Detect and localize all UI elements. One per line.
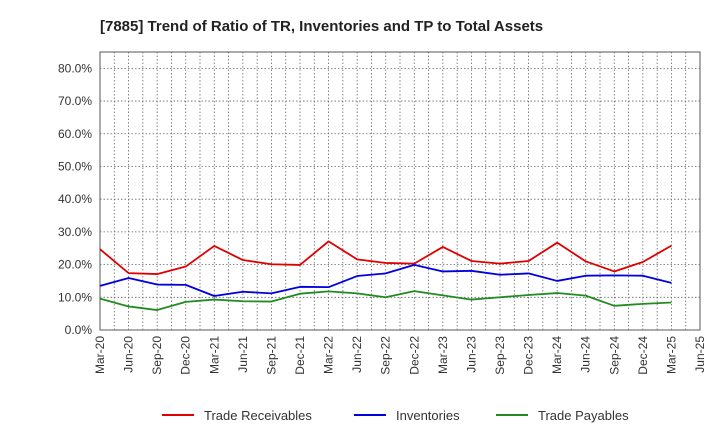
legend: Trade Receivables Inventories Trade Payabl… — [162, 408, 629, 423]
x-tick-label: Sep-20 — [150, 336, 164, 375]
x-tick-label: Mar-23 — [436, 336, 450, 374]
x-tick-label: Mar-21 — [207, 336, 221, 374]
y-tick-label: 10.0% — [58, 290, 92, 304]
x-tick-label: Sep-24 — [607, 336, 621, 375]
x-tick-label: Sep-23 — [493, 336, 507, 375]
y-tick-label: 70.0% — [58, 94, 92, 108]
x-tick-label: Jun-21 — [236, 336, 250, 373]
x-tick-label: Jun-22 — [350, 336, 364, 373]
y-tick-label: 50.0% — [58, 159, 92, 173]
x-tick-label: Dec-20 — [179, 336, 193, 375]
x-tick-label: Mar-25 — [664, 336, 678, 374]
x-tick-label: Sep-21 — [264, 336, 278, 375]
x-tick-label: Jun-24 — [579, 336, 593, 373]
y-tick-label: 20.0% — [58, 258, 92, 272]
x-tick-label: Mar-24 — [550, 336, 564, 374]
y-tick-label: 80.0% — [58, 61, 92, 75]
x-tick-label: Mar-22 — [322, 336, 336, 374]
x-tick-label: Mar-20 — [93, 336, 107, 374]
axes: 0.0% 10.0% 20.0% 30.0% 40.0% 50.0% 60.0% 70.0% 8… — [58, 61, 707, 374]
y-tick-label: 0.0% — [65, 323, 93, 337]
x-tick-label: Dec-24 — [636, 336, 650, 375]
x-tick-label: Dec-23 — [522, 336, 536, 375]
x-tick-label: Jun-23 — [464, 336, 478, 373]
x-tick-label: Jun-25 — [693, 336, 707, 373]
y-tick-label: 60.0% — [58, 127, 92, 141]
series-line — [99, 240, 672, 275]
y-tick-label: 30.0% — [58, 225, 92, 239]
series-line — [99, 290, 672, 311]
plot-frame — [99, 51, 701, 331]
chart-title: [7885] Trend of Ratio of TR, Inventories… — [100, 18, 543, 35]
legend-label: Trade Payables — [538, 408, 629, 423]
x-tick-label: Dec-22 — [407, 336, 421, 375]
grid — [99, 51, 701, 331]
legend-label: Trade Receivables — [204, 408, 312, 423]
x-tick-label: Dec-21 — [293, 336, 307, 375]
x-tick-label: Jun-20 — [122, 336, 136, 373]
legend-label: Inventories — [396, 408, 460, 423]
series — [99, 240, 672, 311]
y-tick-label: 40.0% — [58, 192, 92, 206]
x-tick-label: Sep-22 — [379, 336, 393, 375]
series-line — [99, 264, 672, 297]
